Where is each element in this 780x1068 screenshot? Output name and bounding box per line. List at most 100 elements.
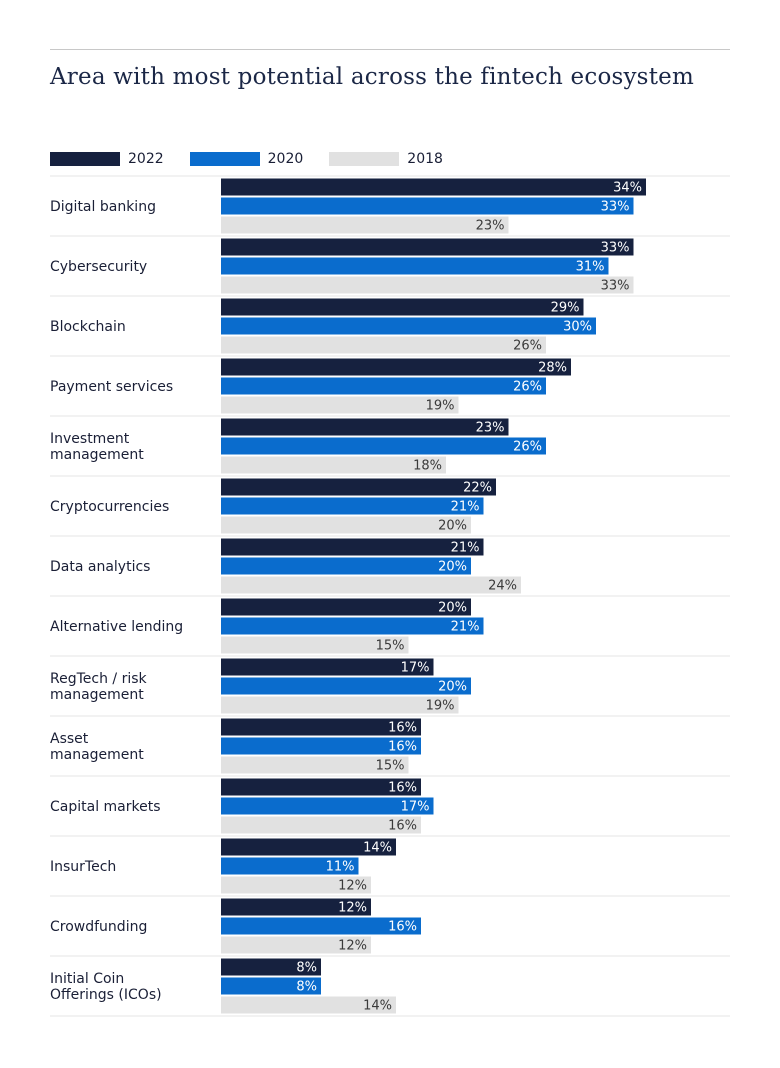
category-group: Initial Coin Offerings (ICOs) 8% 8% 14% [50, 958, 396, 1014]
chart-title: Area with most potential across the fint… [50, 64, 694, 90]
data-label-2018: 16% [388, 819, 417, 834]
category-label: Blockchain [50, 319, 126, 335]
data-label-2018: 19% [426, 699, 455, 714]
legend-label-2020: 2020 [267, 151, 304, 167]
legend-swatch-2018 [329, 152, 400, 166]
category-group: Crowdfunding 12% 16% 12% [50, 898, 421, 954]
data-label-2022: 20% [438, 601, 467, 616]
data-label-2020: 20% [438, 680, 467, 695]
bar-2022 [221, 538, 484, 556]
bar-2022 [221, 838, 396, 856]
bar-2020 [221, 917, 421, 935]
data-label-2020: 8% [296, 980, 317, 995]
data-label-2022: 28% [538, 361, 567, 376]
bar-2020 [221, 857, 359, 875]
bar-2020 [221, 497, 484, 515]
category-label: Initial Coin Offerings (ICOs) [50, 971, 162, 1003]
data-label-2020: 31% [576, 260, 605, 275]
data-label-2018: 19% [426, 399, 455, 414]
bar-2022 [221, 658, 434, 676]
category-group: RegTech / risk management 17% 20% 19% [50, 658, 471, 714]
bar-2020 [221, 437, 546, 455]
category-label: Cybersecurity [50, 259, 147, 275]
data-label-2018: 24% [488, 579, 517, 594]
data-label-2020: 33% [601, 200, 630, 215]
bar-2020 [221, 797, 434, 815]
data-label-2022: 12% [338, 901, 367, 916]
category-label: Payment services [50, 379, 173, 395]
legend: 2022 2020 2018 [50, 150, 469, 168]
bar-2018 [221, 336, 546, 354]
legend-item-2018: 2018 [329, 151, 443, 167]
bar-2018 [221, 816, 421, 834]
data-label-2022: 21% [451, 541, 480, 556]
category-group: InsurTech 14% 11% 12% [50, 838, 396, 894]
category-group: Investment management 23% 26% 18% [50, 418, 546, 474]
bar-2020 [221, 977, 321, 995]
category-label: Capital markets [50, 799, 161, 815]
bar-2018 [221, 516, 471, 534]
bar-2022 [221, 718, 421, 736]
legend-swatch-2022 [50, 152, 120, 166]
category-label: Cryptocurrencies [50, 499, 169, 515]
data-label-2022: 17% [401, 661, 430, 676]
data-label-2018: 18% [413, 459, 442, 474]
bar-2018 [221, 216, 509, 234]
data-label-2018: 12% [338, 879, 367, 894]
bar-2022 [221, 178, 646, 196]
data-label-2018: 23% [476, 219, 505, 234]
data-label-2022: 14% [363, 841, 392, 856]
legend-swatch-2020 [189, 152, 260, 166]
bar-2020 [221, 737, 421, 755]
category-group: Payment services 28% 26% 19% [50, 358, 571, 414]
bar-2020 [221, 377, 546, 395]
bar-2018 [221, 756, 409, 774]
data-label-2018: 15% [376, 759, 405, 774]
category-group: Cybersecurity 33% 31% 33% [50, 238, 634, 294]
legend-item-2020: 2020 [189, 151, 304, 167]
data-label-2020: 21% [451, 500, 480, 515]
data-label-2018: 33% [601, 279, 630, 294]
category-group: Alternative lending 20% 21% 15% [50, 598, 484, 654]
data-label-2022: 16% [388, 781, 417, 796]
category-label: Asset management [50, 731, 144, 763]
data-label-2020: 21% [451, 620, 480, 635]
data-label-2018: 14% [363, 999, 392, 1014]
bar-2022 [221, 958, 321, 976]
data-label-2020: 30% [563, 320, 592, 335]
data-label-2022: 23% [476, 421, 505, 436]
data-label-2020: 11% [326, 860, 355, 875]
bar-2018 [221, 876, 371, 894]
data-label-2022: 8% [296, 961, 317, 976]
bar-2018 [221, 636, 409, 654]
bar-2022 [221, 778, 421, 796]
bar-2022 [221, 358, 571, 376]
bar-2018 [221, 936, 371, 954]
data-label-2020: 26% [513, 380, 542, 395]
category-label: RegTech / risk management [50, 671, 148, 703]
bar-2018 [221, 576, 521, 594]
data-label-2018: 26% [513, 339, 542, 354]
legend-item-2022: 2022 [50, 151, 164, 167]
top-rule [50, 49, 730, 50]
bar-2018 [221, 996, 396, 1014]
bar-2018 [221, 456, 446, 474]
data-label-2020: 17% [401, 800, 430, 815]
data-label-2018: 12% [338, 939, 367, 954]
bar-2022 [221, 238, 634, 256]
bar-2018 [221, 696, 459, 714]
category-label: Alternative lending [50, 619, 183, 635]
bar-2020 [221, 197, 634, 215]
bar-2022 [221, 898, 371, 916]
legend-label-2022: 2022 [128, 151, 164, 167]
data-label-2022: 16% [388, 721, 417, 736]
category-label: Data analytics [50, 559, 150, 575]
data-label-2020: 16% [388, 920, 417, 935]
bar-2020 [221, 257, 609, 275]
data-label-2020: 26% [513, 440, 542, 455]
bar-2022 [221, 598, 471, 616]
data-label-2022: 29% [551, 301, 580, 316]
bar-2020 [221, 677, 471, 695]
category-group: Blockchain 29% 30% 26% [50, 298, 596, 354]
